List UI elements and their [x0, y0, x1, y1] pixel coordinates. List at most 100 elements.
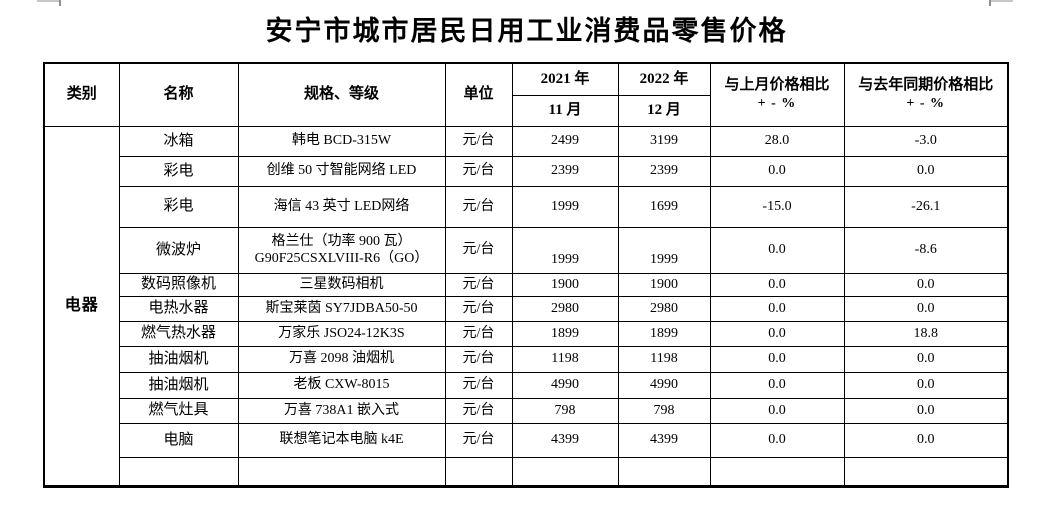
price-2021-11-cell: 1999 [511, 226, 619, 274]
product-spec-cell: 创维 50 寸智能网络 LED [237, 155, 446, 187]
mom-change-cell: 28.0 [709, 125, 845, 157]
yoy-change-cell: -3.0 [843, 125, 1009, 157]
yoy-change-cell [843, 456, 1009, 487]
margin-tick-icon [989, 0, 991, 6]
price-2021-11-cell: 1899 [511, 320, 619, 347]
product-spec-cell: 斯宝莱茵 SY7JDBA50-50 [237, 295, 446, 322]
price-2021-11-cell: 1198 [511, 345, 619, 373]
product-name-cell [118, 456, 239, 487]
product-name-cell: 彩电 [118, 155, 239, 187]
mom-change-cell: 0.0 [709, 371, 845, 399]
table-row-empty [44, 456, 1009, 487]
spec-line-1: 格兰仕（功率 900 瓦） [271, 234, 412, 249]
price-2021-11-cell: 1999 [511, 185, 619, 228]
product-name-cell: 抽油烟机 [118, 371, 239, 399]
table-row: 彩电 创维 50 寸智能网络 LED 元/台 2399 2399 0.0 0.0 [44, 155, 1009, 187]
product-spec-cell: 万喜 738A1 嵌入式 [237, 397, 446, 424]
mom-change-cell [709, 456, 845, 487]
price-2021-11-cell: 2399 [511, 155, 619, 187]
price-2021-11-cell: 4399 [511, 422, 619, 458]
product-name-cell: 冰箱 [118, 125, 239, 157]
product-spec-cell [237, 456, 446, 487]
mom-change-cell: 0.0 [709, 295, 845, 322]
mom-change-cell: 0.0 [709, 320, 845, 347]
price-2021-11-cell: 1900 [511, 272, 619, 297]
table-row: 抽油烟机 万喜 2098 油烟机 元/台 1198 1198 0.0 0.0 [44, 345, 1009, 373]
yoy-change-cell: 0.0 [843, 295, 1009, 322]
yoy-change-cell: -26.1 [843, 185, 1009, 228]
price-2021-11-cell: 2980 [511, 295, 619, 322]
page-margin-marker-right [989, 0, 1013, 6]
unit-cell: 元/台 [444, 397, 513, 424]
product-name-cell: 彩电 [118, 185, 239, 228]
yoy-header-text: 与去年同期价格相比 [858, 76, 994, 93]
retail-price-table: 类别 名称 规格、等级 单位 2021 年 2022 年 与上月价格相比 + -… [43, 62, 1009, 488]
col-header-spec: 规格、等级 [237, 62, 446, 127]
price-2022-12-cell: 1900 [617, 272, 711, 297]
spec-line-2: G90F25CSXLVIII-R6（GO） [254, 251, 429, 266]
unit-cell: 元/台 [444, 345, 513, 373]
product-name-cell: 微波炉 [118, 226, 239, 274]
col-header-month-11: 11 月 [511, 94, 619, 127]
page-title: 安宁市城市居民日用工业消费品零售价格 [265, 16, 788, 46]
product-name-cell: 电热水器 [118, 295, 239, 322]
col-header-name: 名称 [118, 62, 239, 127]
product-spec-cell: 三星数码相机 [237, 272, 446, 297]
product-name-cell: 燃气灶具 [118, 397, 239, 424]
unit-cell: 元/台 [444, 295, 513, 322]
yoy-change-cell: 0.0 [843, 345, 1009, 373]
product-name-cell: 电脑 [118, 422, 239, 458]
margin-tick-icon [59, 0, 61, 6]
price-2022-12-cell: 1699 [617, 185, 711, 228]
col-header-year-2021: 2021 年 [511, 62, 619, 96]
product-name-cell: 抽油烟机 [118, 345, 239, 373]
mom-change-cell: 0.0 [709, 422, 845, 458]
table-row: 彩电 海信 43 英寸 LED网络 元/台 1999 1699 -15.0 -2… [44, 185, 1009, 228]
unit-cell: 元/台 [444, 155, 513, 187]
table-row: 电热水器 斯宝莱茵 SY7JDBA50-50 元/台 2980 2980 0.0… [44, 295, 1009, 322]
mom-header-text: 与上月价格相比 [724, 76, 830, 93]
mom-change-cell: 0.0 [709, 345, 845, 373]
product-spec-cell: 韩电 BCD-315W [237, 125, 446, 157]
price-2022-12-cell: 4990 [617, 371, 711, 399]
yoy-header-unit: + - % [906, 96, 946, 112]
unit-cell: 元/台 [444, 422, 513, 458]
price-2022-12-cell [617, 456, 711, 487]
unit-cell: 元/台 [444, 125, 513, 157]
unit-cell [444, 456, 513, 487]
unit-cell: 元/台 [444, 371, 513, 399]
price-2022-12-cell: 1999 [617, 226, 711, 274]
price-2021-11-cell [511, 456, 619, 487]
mom-change-cell: 0.0 [709, 397, 845, 424]
col-header-mom-change: 与上月价格相比 + - % [709, 62, 845, 127]
yoy-change-cell: 18.8 [843, 320, 1009, 347]
unit-cell: 元/台 [444, 226, 513, 274]
product-spec-cell: 联想笔记本电脑 k4E [237, 422, 446, 458]
price-2022-12-cell: 4399 [617, 422, 711, 458]
price-2021-11-cell: 2499 [511, 125, 619, 157]
product-spec-cell: 老板 CXW-8015 [237, 371, 446, 399]
mom-change-cell: -15.0 [709, 185, 845, 228]
price-2022-12-cell: 2980 [617, 295, 711, 322]
price-2022-12-cell: 1899 [617, 320, 711, 347]
product-name-cell: 燃气热水器 [118, 320, 239, 347]
col-header-yoy-change: 与去年同期价格相比 + - % [843, 62, 1009, 127]
price-2022-12-cell: 798 [617, 397, 711, 424]
col-header-category: 类别 [43, 62, 120, 127]
yoy-change-cell: 0.0 [843, 155, 1009, 187]
product-spec-cell: 万家乐 JSO24-12K3S [237, 320, 446, 347]
product-spec-cell: 万喜 2098 油烟机 [237, 345, 446, 373]
col-header-unit: 单位 [444, 62, 513, 127]
unit-cell: 元/台 [444, 272, 513, 297]
price-2022-12-cell: 1198 [617, 345, 711, 373]
product-spec-cell: 格兰仕（功率 900 瓦） G90F25CSXLVIII-R6（GO） [237, 226, 446, 274]
price-2022-12-cell: 3199 [617, 125, 711, 157]
col-header-month-12: 12 月 [617, 94, 711, 127]
mom-header-unit: + - % [757, 96, 797, 112]
yoy-change-cell: 0.0 [843, 422, 1009, 458]
yoy-change-cell: 0.0 [843, 272, 1009, 297]
unit-cell: 元/台 [444, 185, 513, 228]
table-row: 电脑 联想笔记本电脑 k4E 元/台 4399 4399 0.0 0.0 [44, 422, 1009, 458]
page-margin-marker-left [37, 0, 61, 6]
mom-change-cell: 0.0 [709, 155, 845, 187]
